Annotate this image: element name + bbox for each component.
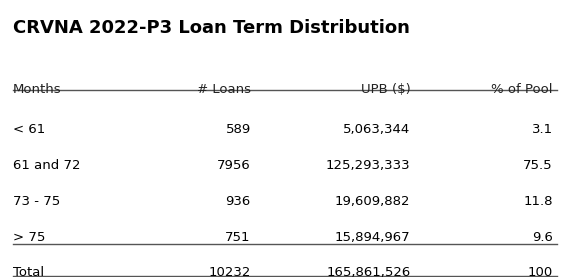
Text: 73 - 75: 73 - 75 — [13, 195, 60, 208]
Text: 19,609,882: 19,609,882 — [335, 195, 410, 208]
Text: 15,894,967: 15,894,967 — [335, 231, 410, 244]
Text: 751: 751 — [225, 231, 251, 244]
Text: 10232: 10232 — [209, 266, 251, 277]
Text: 9.6: 9.6 — [532, 231, 553, 244]
Text: # Loans: # Loans — [197, 83, 251, 96]
Text: % of Pool: % of Pool — [491, 83, 553, 96]
Text: 7956: 7956 — [217, 159, 251, 172]
Text: 589: 589 — [226, 123, 251, 136]
Text: 75.5: 75.5 — [523, 159, 553, 172]
Text: < 61: < 61 — [13, 123, 45, 136]
Text: 11.8: 11.8 — [523, 195, 553, 208]
Text: Months: Months — [13, 83, 61, 96]
Text: 3.1: 3.1 — [532, 123, 553, 136]
Text: CRVNA 2022-P3 Loan Term Distribution: CRVNA 2022-P3 Loan Term Distribution — [13, 19, 409, 37]
Text: Total: Total — [13, 266, 44, 277]
Text: 165,861,526: 165,861,526 — [326, 266, 410, 277]
Text: UPB ($): UPB ($) — [361, 83, 410, 96]
Text: 100: 100 — [528, 266, 553, 277]
Text: 125,293,333: 125,293,333 — [326, 159, 410, 172]
Text: 5,063,344: 5,063,344 — [343, 123, 410, 136]
Text: 61 and 72: 61 and 72 — [13, 159, 80, 172]
Text: 936: 936 — [226, 195, 251, 208]
Text: > 75: > 75 — [13, 231, 45, 244]
